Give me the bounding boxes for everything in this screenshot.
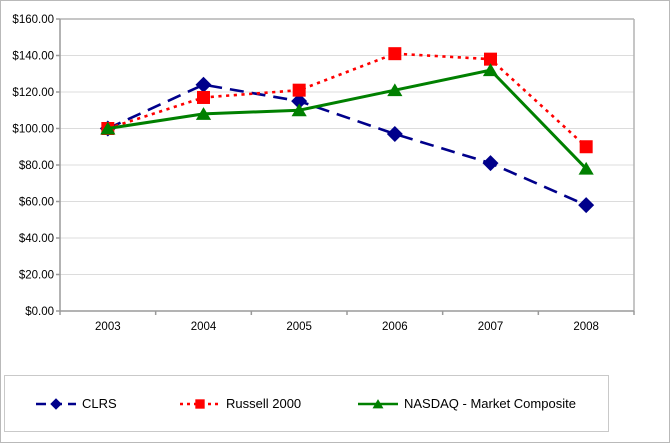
- svg-text:2004: 2004: [191, 321, 217, 333]
- svg-text:2006: 2006: [382, 321, 408, 333]
- legend-item-clrs: CLRS: [35, 376, 117, 431]
- legend-item-russell-2000: Russell 2000: [179, 376, 301, 431]
- svg-text:$80.00: $80.00: [19, 160, 54, 172]
- legend-label-clrs: CLRS: [82, 396, 117, 411]
- svg-text:$140.00: $140.00: [12, 51, 54, 63]
- svg-text:$60.00: $60.00: [19, 197, 54, 209]
- svg-text:$120.00: $120.00: [12, 87, 54, 99]
- legend-label-nasdaq: NASDAQ - Market Composite: [404, 396, 576, 411]
- clrs-line-marker-icon: [36, 397, 76, 410]
- nasdaq-line-marker-icon: [358, 398, 398, 408]
- chart-legend: CLRS Russell 2000 NASDAQ - Market Compos…: [4, 375, 609, 432]
- svg-text:$100.00: $100.00: [12, 124, 54, 136]
- svg-text:2007: 2007: [478, 321, 504, 333]
- svg-text:2003: 2003: [95, 321, 121, 333]
- svg-text:$20.00: $20.00: [19, 270, 54, 282]
- svg-text:$40.00: $40.00: [19, 233, 54, 245]
- svg-text:2005: 2005: [286, 321, 312, 333]
- svg-text:$160.00: $160.00: [12, 14, 54, 26]
- svg-text:2008: 2008: [573, 321, 599, 333]
- russell-line-marker-icon: [180, 398, 220, 409]
- svg-text:$0.00: $0.00: [25, 306, 54, 318]
- legend-item-nasdaq: NASDAQ - Market Composite: [357, 376, 576, 431]
- legend-label-russell-2000: Russell 2000: [226, 396, 302, 411]
